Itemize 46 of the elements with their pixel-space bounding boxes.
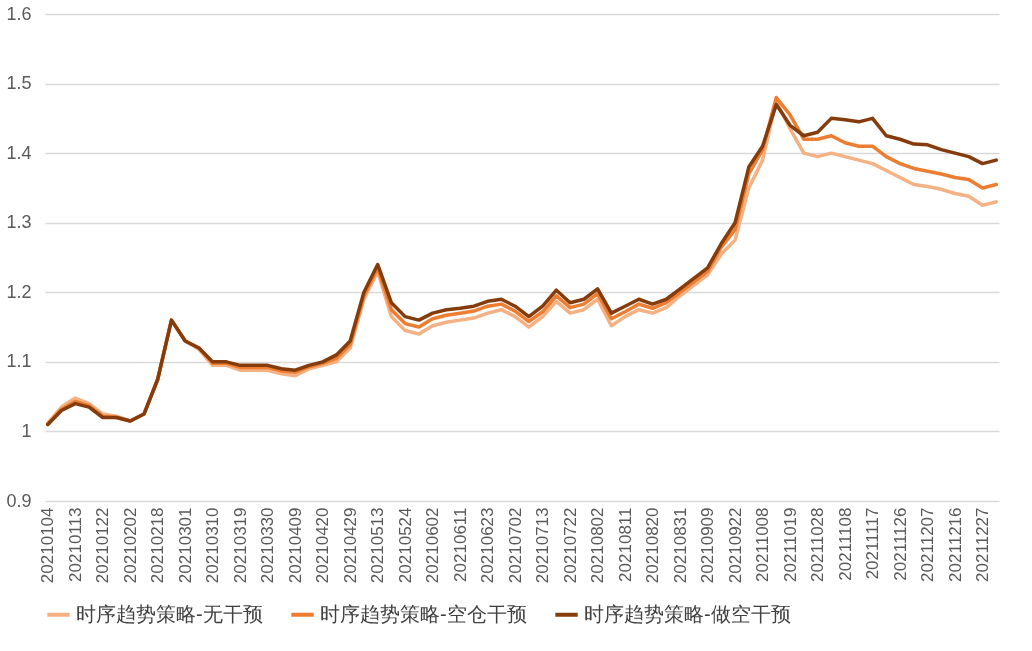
x-tick-label: 20210922 [725,507,745,584]
legend-label: 时序趋势策略-空仓干预 [320,602,527,625]
x-tick-label: 20210301 [175,507,195,584]
x-tick-label: 20210602 [423,507,443,584]
x-tick-label: 20210722 [560,507,580,584]
x-tick-label: 20210831 [670,507,690,584]
x-tick-label: 20211227 [973,507,992,582]
x-tick-label: 20211117 [863,507,883,580]
x-tick-label: 20210104 [38,507,58,584]
x-tick-label: 20210802 [588,507,608,584]
legend-label: 时序趋势策略-做空干预 [584,602,791,625]
legend-label: 时序趋势策略-无干预 [76,602,263,625]
x-tick-label: 20210113 [65,507,85,582]
x-tick-label: 20211207 [918,507,938,582]
x-tick-label: 20210909 [698,507,718,584]
y-tick-label: 1.6 [6,3,32,24]
x-tick-label: 20210429 [340,507,360,584]
x-tick-label: 20211126 [890,507,910,581]
y-tick-label: 1.2 [6,281,32,302]
x-tick-label: 20210330 [258,507,278,584]
x-tick-label: 20210202 [120,507,140,584]
x-tick-label: 20210218 [148,507,168,584]
x-tick-label: 20210611 [450,507,470,582]
x-tick-label: 20210820 [643,507,663,584]
x-tick-label: 20210623 [478,507,498,584]
x-tick-label: 20211028 [808,507,828,582]
x-tick-label: 20211108 [835,507,855,581]
x-tick-label: 20210513 [368,507,388,584]
y-tick-label: 1.3 [6,212,32,233]
x-tick-label: 20210310 [203,507,223,584]
x-tick-label: 20210122 [93,507,113,584]
y-tick-label: 1.5 [6,73,32,94]
x-tick-label: 20210319 [230,507,250,584]
x-tick-label: 20210811 [615,507,635,582]
x-tick-label: 20210702 [505,507,525,584]
x-tick-label: 20210524 [395,507,415,584]
x-tick-label: 20211216 [945,507,965,582]
y-tick-label: 0.9 [6,490,32,511]
x-tick-label: 20210713 [533,507,553,584]
y-tick-label: 1.4 [6,142,32,163]
y-tick-label: 1.1 [6,351,32,372]
x-tick-label: 20211019 [780,507,800,582]
x-tick-label: 20210420 [313,507,333,584]
x-tick-label: 20210409 [285,507,305,584]
x-tick-label: 20211008 [753,507,773,582]
y-tick-label: 1 [21,420,32,441]
